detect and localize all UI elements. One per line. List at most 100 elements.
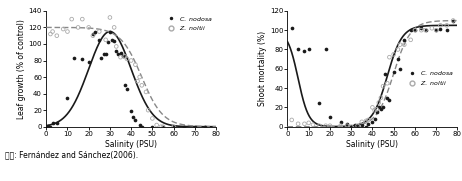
Legend: $\it{C.\ nodosa}$, $\it{Z.\ noltii}$: $\it{C.\ nodosa}$, $\it{Z.\ noltii}$: [164, 14, 213, 33]
Point: [443, 29, 450, 32]
Point: [371, 109, 378, 112]
Point: [117, 52, 124, 54]
Point: [64, 30, 71, 33]
Point: [326, 116, 334, 119]
Point: [115, 52, 122, 55]
Point: [149, 117, 156, 120]
Point: [47, 125, 54, 128]
Point: [358, 120, 365, 123]
Point: [159, 125, 167, 128]
Point: [369, 106, 376, 109]
Point: [102, 52, 109, 55]
Point: [100, 52, 107, 55]
Point: [450, 19, 457, 22]
Point: [407, 29, 414, 32]
Point: [128, 59, 135, 62]
Point: [132, 119, 139, 121]
Point: [362, 125, 370, 128]
Point: [394, 58, 401, 61]
Point: [322, 124, 329, 127]
Point: [432, 29, 440, 32]
Point: [106, 31, 114, 34]
Point: [354, 124, 361, 127]
Point: [202, 125, 209, 128]
Point: [401, 38, 408, 41]
Point: [377, 108, 385, 111]
Point: [113, 49, 120, 52]
Point: [45, 124, 52, 127]
Point: [149, 125, 156, 128]
Point: [396, 43, 404, 46]
Point: [294, 122, 302, 125]
Point: [365, 122, 372, 125]
Point: [53, 34, 61, 37]
Point: [422, 29, 429, 32]
Point: [390, 53, 397, 56]
Point: [138, 84, 146, 87]
Point: [316, 124, 323, 127]
Point: [191, 125, 199, 128]
Point: [136, 76, 143, 79]
Point: [142, 90, 150, 93]
Point: [375, 101, 383, 104]
Point: [89, 33, 97, 35]
Point: [347, 125, 355, 128]
Point: [369, 120, 376, 123]
Point: [49, 121, 56, 124]
Point: [113, 45, 120, 48]
Point: [134, 80, 141, 83]
Point: [288, 27, 295, 30]
Point: [375, 106, 383, 109]
Point: [326, 124, 334, 127]
Point: [383, 96, 391, 99]
Point: [386, 98, 393, 101]
Y-axis label: Shoot mortality (%): Shoot mortality (%): [258, 31, 267, 106]
Point: [170, 125, 177, 128]
Point: [119, 54, 126, 57]
Point: [104, 41, 111, 44]
Point: [70, 57, 78, 60]
Point: [96, 38, 103, 41]
Point: [371, 117, 378, 120]
Point: [347, 125, 355, 128]
Legend: $\it{C.\ nodosa}$, $\it{Z.\ noltii}$: $\it{C.\ nodosa}$, $\it{Z.\ noltii}$: [405, 68, 454, 88]
Point: [129, 115, 137, 118]
Point: [394, 48, 401, 51]
Point: [53, 121, 61, 124]
Point: [390, 70, 397, 73]
Point: [352, 123, 359, 126]
X-axis label: Salinity (PSU): Salinity (PSU): [346, 140, 398, 149]
Point: [386, 56, 393, 59]
Point: [89, 34, 97, 37]
Point: [47, 33, 54, 35]
Point: [301, 122, 308, 125]
Point: [117, 56, 124, 59]
Point: [74, 26, 82, 29]
Point: [377, 96, 385, 99]
Text: 자료: Fernández and Sánchez(2006).: 자료: Fernández and Sánchez(2006).: [5, 150, 138, 159]
Point: [294, 48, 302, 51]
Point: [106, 16, 114, 19]
Point: [49, 30, 56, 33]
Point: [316, 101, 323, 104]
Point: [123, 57, 131, 60]
Point: [322, 48, 329, 51]
Point: [343, 124, 351, 127]
Point: [288, 119, 295, 121]
Point: [365, 119, 372, 121]
Point: [98, 57, 105, 60]
Point: [170, 125, 177, 128]
Point: [79, 18, 86, 21]
Point: [362, 119, 370, 122]
Point: [85, 26, 92, 29]
Point: [379, 106, 387, 109]
Point: [110, 40, 118, 43]
Point: [132, 63, 139, 66]
Point: [418, 29, 425, 32]
Point: [432, 29, 440, 32]
Point: [401, 43, 408, 46]
Point: [383, 82, 391, 85]
Point: [337, 124, 344, 127]
X-axis label: Salinity (PSU): Salinity (PSU): [105, 140, 157, 149]
Point: [407, 38, 414, 41]
